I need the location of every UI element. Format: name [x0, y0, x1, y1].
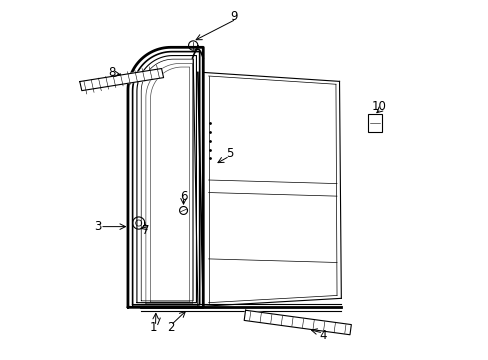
- Polygon shape: [80, 68, 163, 91]
- Polygon shape: [244, 310, 351, 335]
- Text: 9: 9: [229, 10, 237, 23]
- Bar: [367, 114, 381, 132]
- Text: 3: 3: [94, 220, 101, 233]
- Text: 2: 2: [167, 321, 174, 334]
- Text: 4: 4: [319, 329, 326, 342]
- Text: 8: 8: [108, 66, 115, 79]
- Text: 10: 10: [371, 100, 386, 113]
- Text: 1: 1: [149, 321, 157, 334]
- Text: 5: 5: [226, 147, 233, 159]
- Text: 6: 6: [180, 190, 187, 203]
- Text: 7: 7: [142, 224, 149, 237]
